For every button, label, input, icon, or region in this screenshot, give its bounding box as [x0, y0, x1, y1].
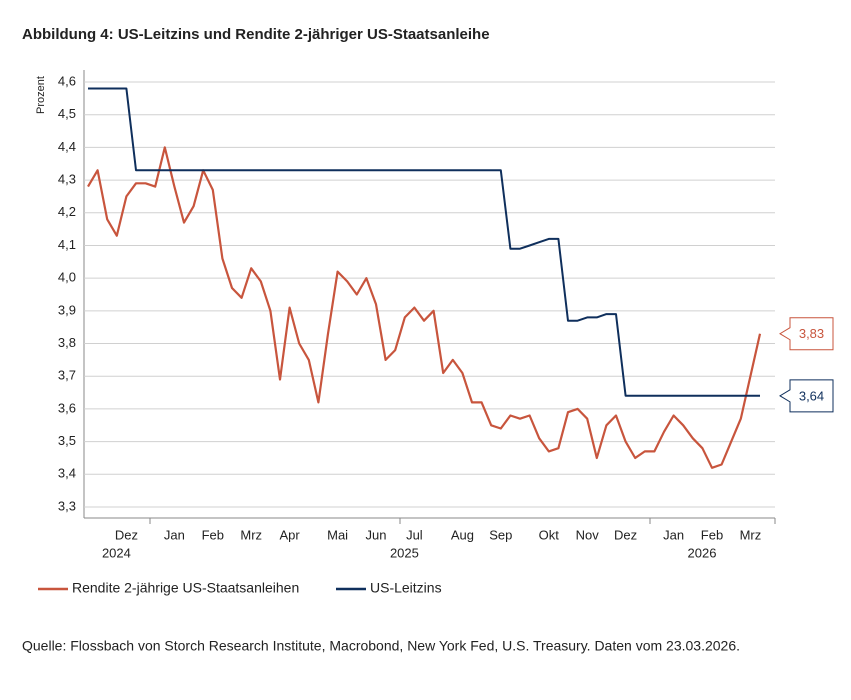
x-year-label: 2024: [102, 545, 131, 560]
x-tick-label: Feb: [701, 527, 723, 542]
x-tick-label: Feb: [202, 527, 224, 542]
series-line: [88, 87, 760, 397]
y-tick-label: 3,5: [58, 433, 76, 448]
x-tick-label: Mrz: [240, 527, 262, 542]
y-tick-label: 3,7: [58, 368, 76, 383]
series-line: [87, 146, 762, 469]
x-tick-label: Sep: [489, 527, 512, 542]
x-tick-label: Okt: [539, 527, 560, 542]
x-tick-label: Dez: [115, 527, 138, 542]
source-note: Quelle: Flossbach von Storch Research In…: [22, 638, 740, 654]
y-tick-label: 3,4: [58, 466, 76, 481]
end-label: 3,83: [799, 326, 824, 341]
end-label-box: [779, 317, 834, 351]
x-tick-label: Nov: [576, 527, 600, 542]
end-label-box: [779, 379, 834, 413]
y-tick-label: 4,3: [58, 172, 76, 187]
y-tick-label: 4,2: [58, 204, 76, 219]
x-tick-label: Jan: [663, 527, 684, 542]
x-tick-label: Mai: [327, 527, 348, 542]
x-tick-label: Dez: [614, 527, 637, 542]
x-tick-label: Mrz: [740, 527, 762, 542]
y-tick-label: 4,5: [58, 106, 76, 121]
y-tick-label: 4,0: [58, 270, 76, 285]
end-label: 3,64: [799, 388, 824, 403]
chart-title: Abbildung 4: US-Leitzins und Rendite 2-j…: [22, 26, 490, 43]
y-tick-label: 3,6: [58, 400, 76, 415]
y-tick-label: 3,8: [58, 335, 76, 350]
y-tick-label: 3,9: [58, 302, 76, 317]
x-tick-label: Jul: [406, 527, 423, 542]
y-tick-label: 4,6: [58, 73, 76, 88]
x-tick-label: Apr: [279, 527, 300, 542]
y-tick-label: 4,1: [58, 237, 76, 252]
y-tick-label: 3,3: [58, 498, 76, 513]
x-tick-label: Aug: [451, 527, 474, 542]
legend-label: Rendite 2-jährige US-Staatsanleihen: [72, 580, 299, 596]
y-tick-label: 4,4: [58, 139, 76, 154]
y-axis-label: Prozent: [35, 76, 47, 114]
legend-label: US-Leitzins: [370, 580, 442, 596]
x-tick-label: Jan: [164, 527, 185, 542]
x-tick-label: Jun: [366, 527, 387, 542]
x-year-label: 2026: [688, 545, 717, 560]
x-year-label: 2025: [390, 545, 419, 560]
